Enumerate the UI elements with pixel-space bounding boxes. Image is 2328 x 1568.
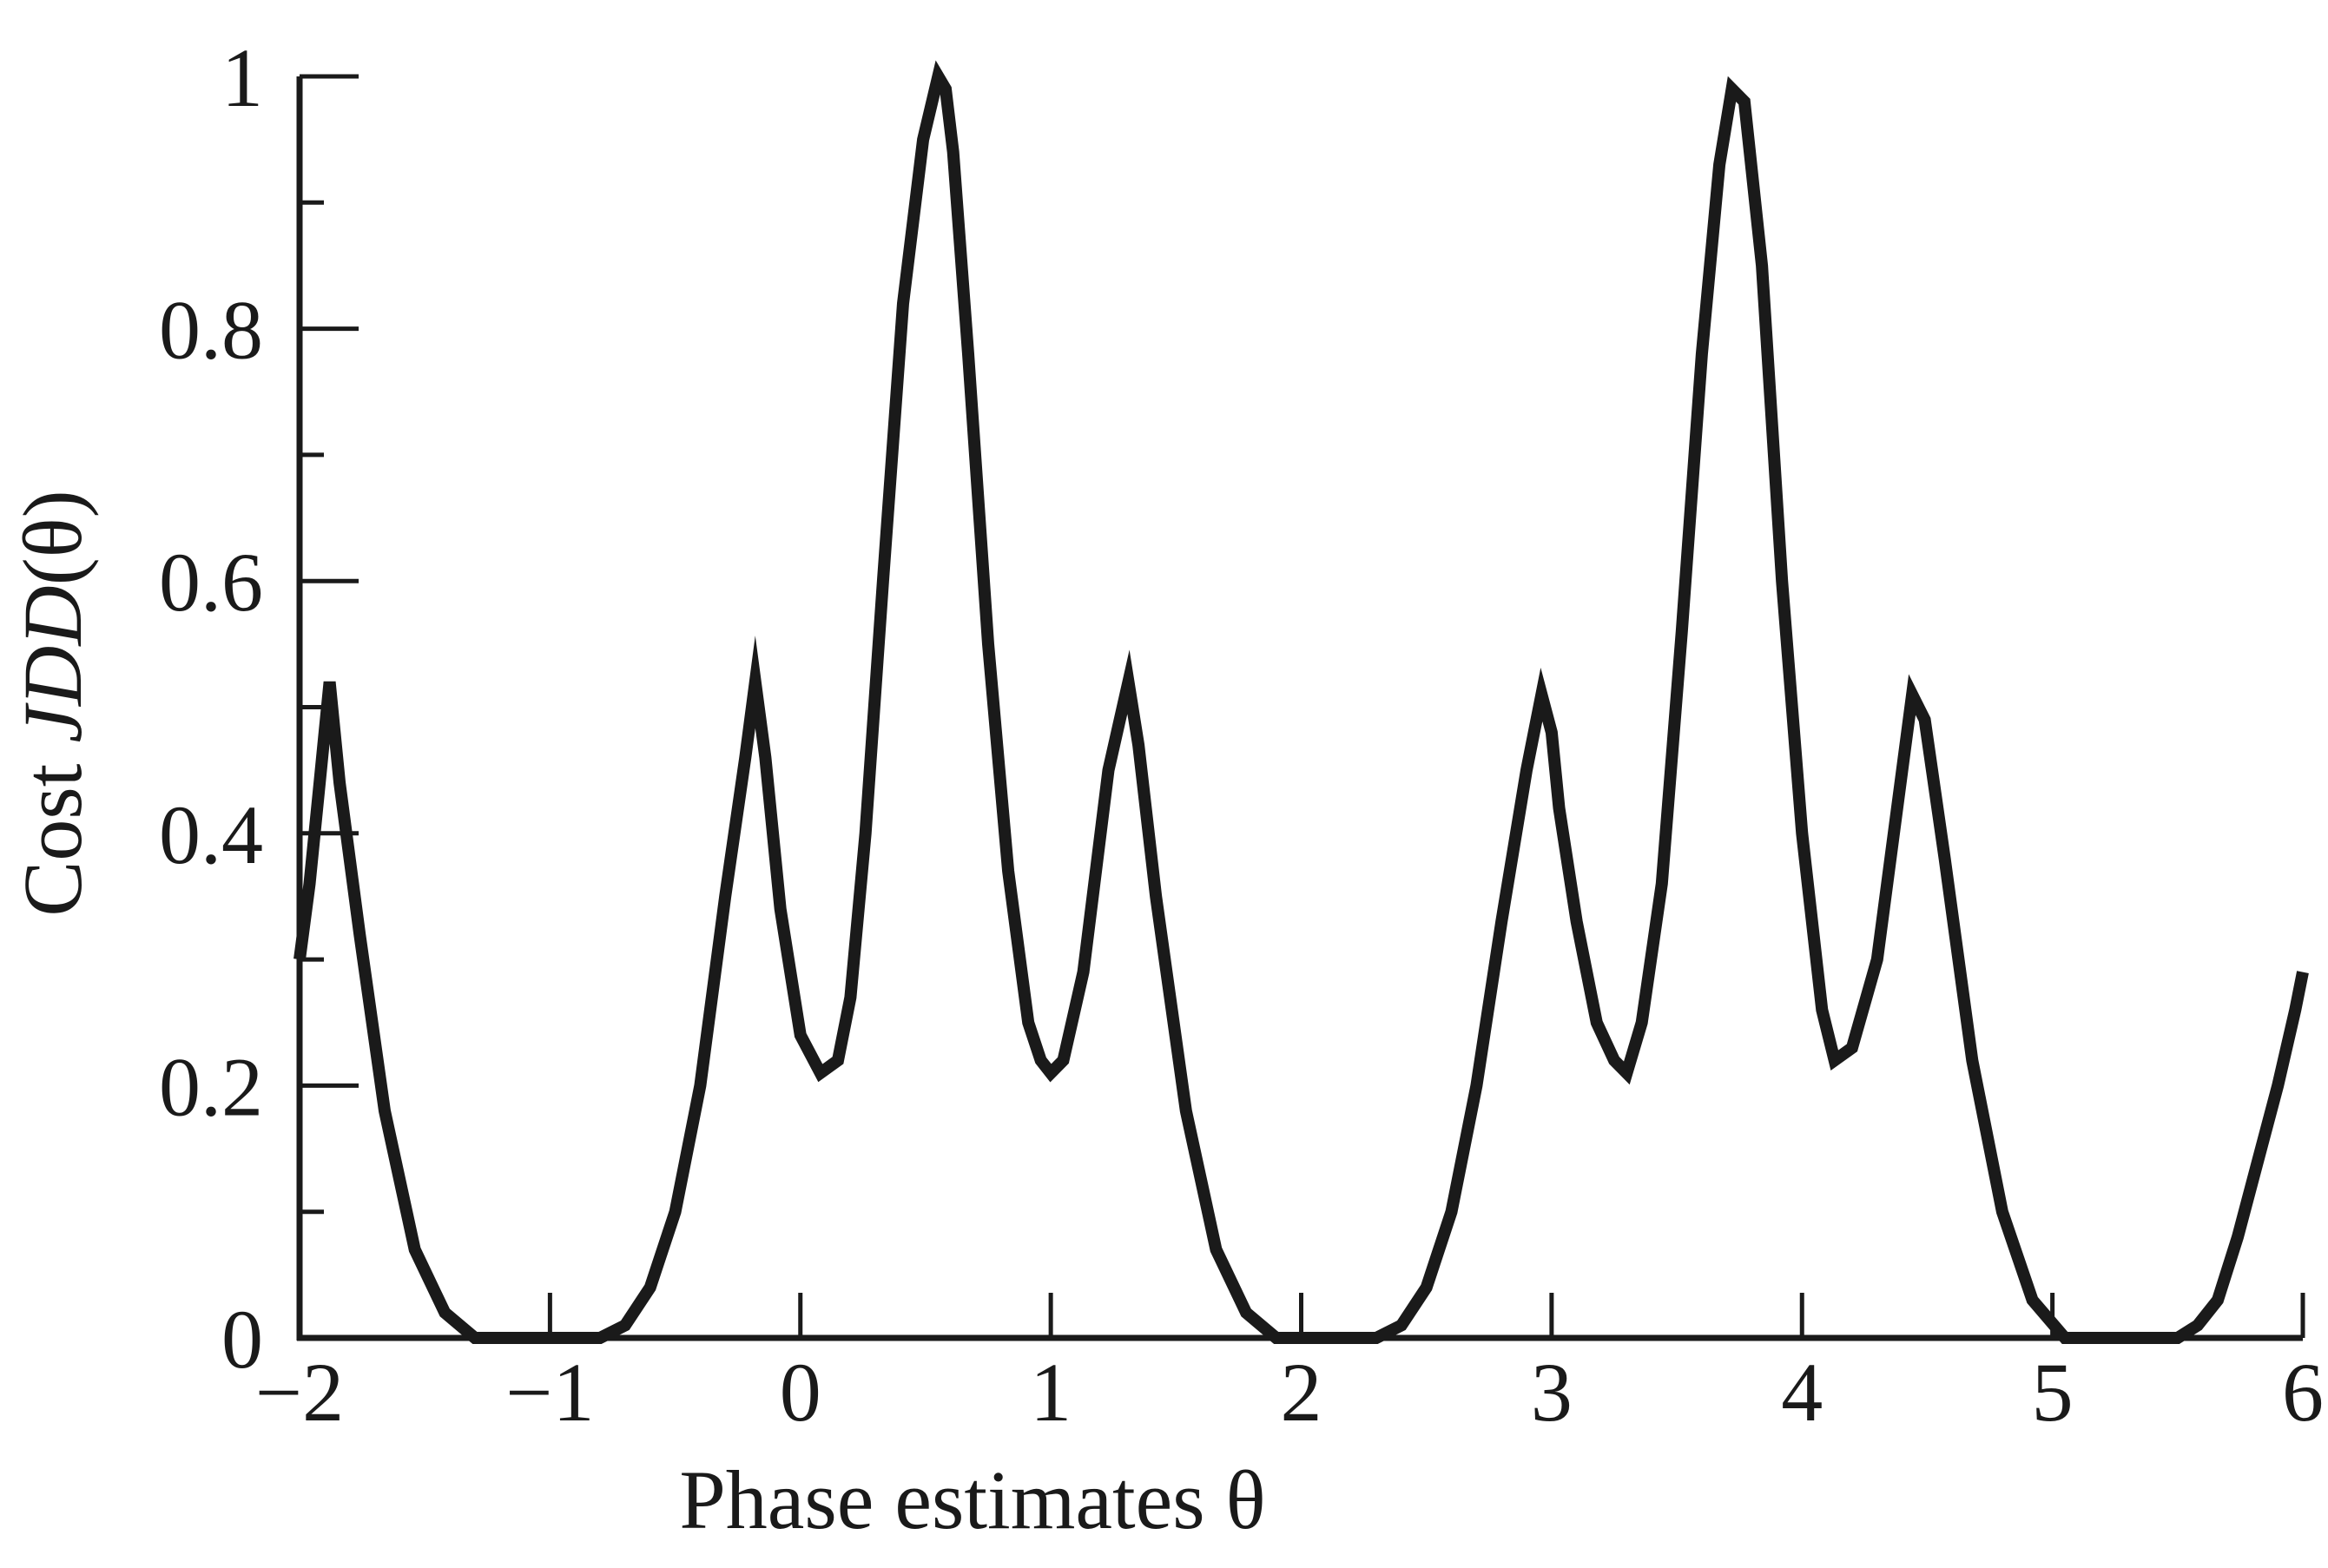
y-ticks: 0 0.2 0.4 0.6 0.8 1 xyxy=(159,31,359,1386)
y-axis-title-suffix: (θ) xyxy=(6,490,99,585)
x-tick-label: −2 xyxy=(255,1346,344,1439)
cost-curve-line xyxy=(293,60,2309,1344)
x-ticks: −2 −1 0 1 2 3 4 5 6 xyxy=(255,1293,2324,1439)
y-tick-label: 0.6 xyxy=(159,536,263,629)
y-tick-label: 1 xyxy=(221,31,263,124)
x-tick-label: 5 xyxy=(2032,1346,2074,1439)
x-tick-label: 4 xyxy=(1781,1346,1823,1439)
x-tick-label: −1 xyxy=(505,1346,594,1439)
y-axis-title: Cost JDD(θ) xyxy=(6,490,99,916)
x-tick-label: 6 xyxy=(2282,1346,2324,1439)
y-tick-label: 0.4 xyxy=(159,788,263,881)
y-axis-title-prefix: Cost xyxy=(6,743,99,917)
x-axis-title: Phase estimates θ xyxy=(679,1453,1265,1546)
x-tick-label: 2 xyxy=(1281,1346,1322,1439)
curve-layer xyxy=(293,60,2309,1344)
y-axis-title-subscript: DD xyxy=(6,585,99,708)
y-axis-title-symbol: J xyxy=(6,702,99,743)
y-tick-label: 0.8 xyxy=(159,284,263,377)
y-tick-label: 0 xyxy=(221,1293,263,1386)
x-tick-label: 3 xyxy=(1531,1346,1573,1439)
x-tick-label: 0 xyxy=(780,1346,821,1439)
x-tick-label: 1 xyxy=(1030,1346,1072,1439)
y-tick-label: 0.2 xyxy=(159,1040,263,1133)
